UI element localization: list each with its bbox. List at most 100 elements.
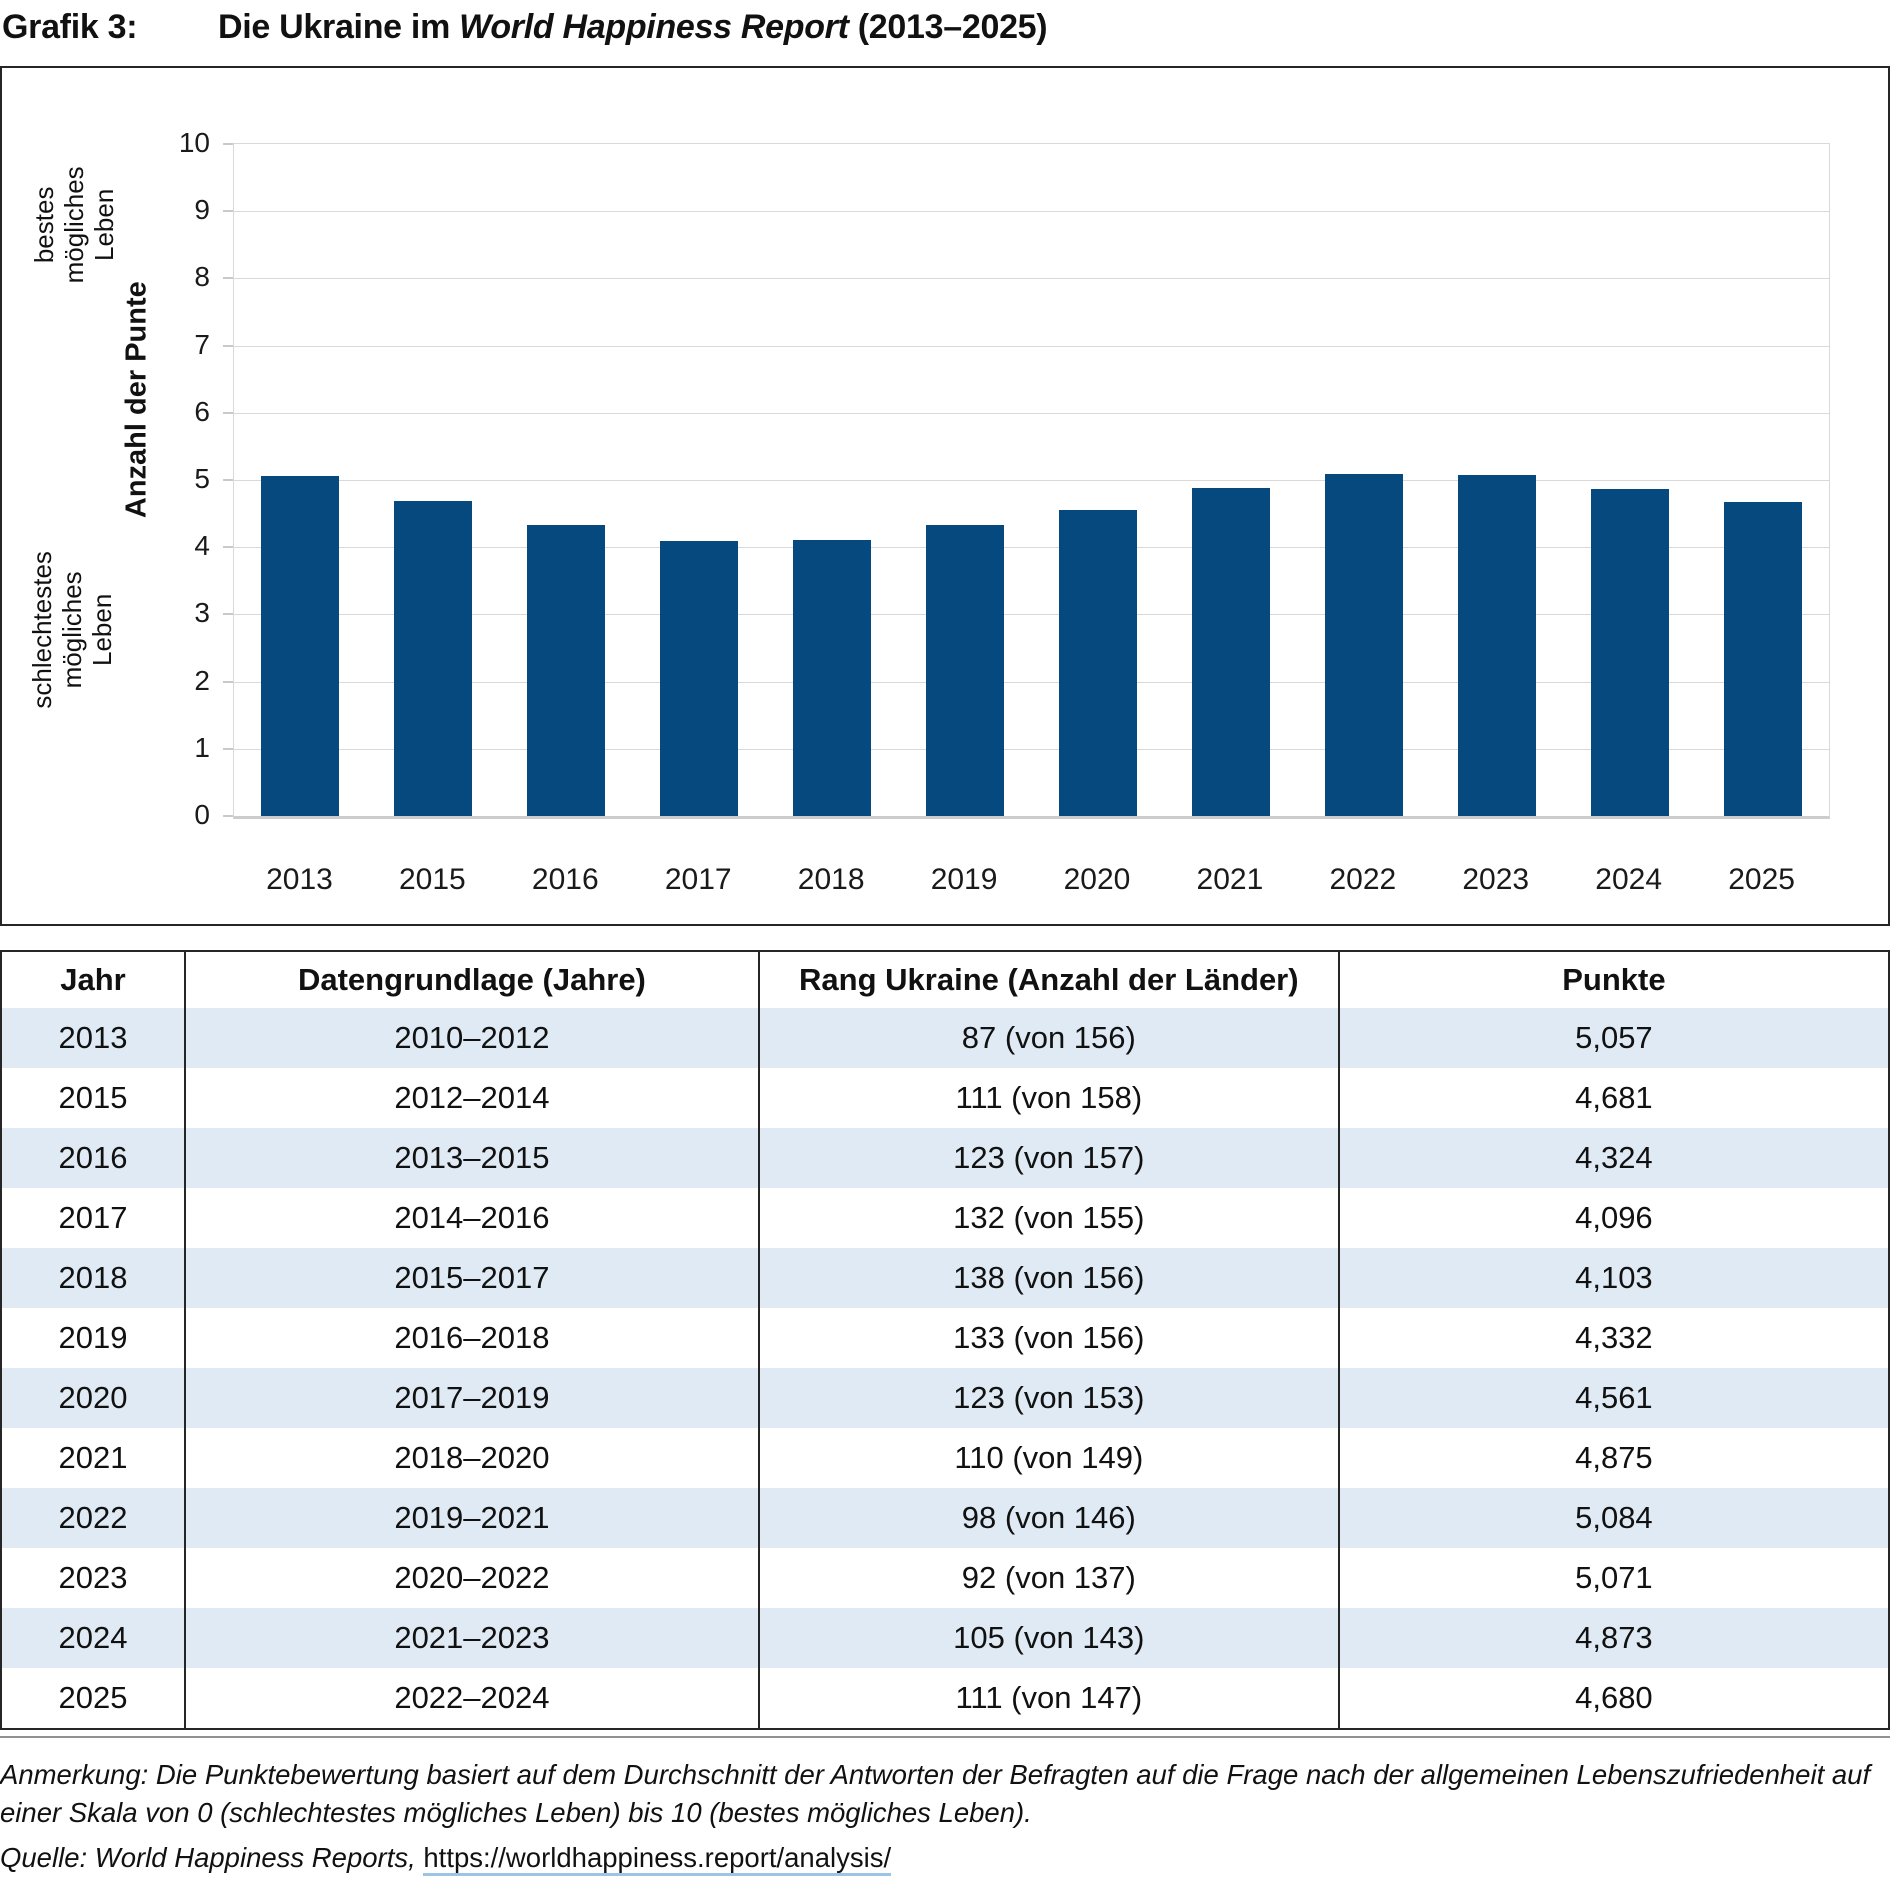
y-tick-mark bbox=[223, 747, 233, 750]
table-cell: 2020–2022 bbox=[183, 1548, 760, 1608]
figure-title-italic: World Happiness Report bbox=[459, 8, 849, 46]
note-text: Anmerkung: Die Punktebewertung basiert a… bbox=[0, 1759, 1871, 1828]
gridline bbox=[234, 681, 1829, 683]
table-row: 2019 2016–2018 133 (von 156) 4,332 bbox=[0, 1308, 1890, 1368]
table-row: 2021 2018–2020 110 (von 149) 4,875 bbox=[0, 1428, 1890, 1488]
table-cell: 4,324 bbox=[1337, 1128, 1890, 1188]
table-row: 2016 2013–2015 123 (von 157) 4,324 bbox=[0, 1128, 1890, 1188]
bar bbox=[1191, 488, 1270, 816]
y-tick-label: 1 bbox=[194, 731, 210, 763]
y-tick-mark bbox=[223, 815, 233, 817]
table-cell: 87 (von 156) bbox=[757, 1008, 1340, 1068]
gridline bbox=[234, 278, 1829, 280]
bar-slot bbox=[1563, 144, 1696, 816]
bar-slot bbox=[633, 144, 766, 816]
table-cell: 2023 bbox=[0, 1548, 186, 1608]
table-cell: 2022 bbox=[0, 1488, 186, 1548]
table-row: 2013 2010–2012 87 (von 156) 5,057 bbox=[0, 1008, 1890, 1068]
y-tick-label: 4 bbox=[194, 530, 210, 562]
x-axis-label: 2021 bbox=[1196, 863, 1264, 896]
bar-slot bbox=[899, 144, 1032, 816]
table-row: 2025 2022–2024 111 (von 147) 4,680 bbox=[0, 1668, 1890, 1730]
table-cell: 123 (von 157) bbox=[757, 1128, 1340, 1188]
x-axis-label: 2013 bbox=[266, 863, 333, 896]
data-table: Jahr Datengrundlage (Jahre) Rang Ukraine (… bbox=[0, 950, 1890, 1730]
bar-slot bbox=[367, 144, 500, 816]
x-axis-label: 2018 bbox=[797, 863, 865, 896]
table-cell: 4,332 bbox=[1337, 1308, 1890, 1368]
bar bbox=[261, 476, 340, 816]
bar-slot bbox=[1032, 144, 1165, 816]
gridline bbox=[234, 211, 1829, 213]
y-tick-mark bbox=[223, 411, 233, 414]
y-tick-label: 9 bbox=[194, 194, 210, 226]
table-cell: 2015–2017 bbox=[183, 1248, 760, 1308]
y-tick-label: 8 bbox=[194, 261, 210, 293]
table-row: 2017 2014–2016 132 (von 155) 4,096 bbox=[0, 1188, 1890, 1248]
bar-slot bbox=[1164, 144, 1297, 816]
figure-title-prefix: Die Ukraine im bbox=[218, 8, 460, 46]
y-tick-mark bbox=[223, 344, 233, 347]
table-cell: 4,096 bbox=[1337, 1188, 1890, 1248]
y-tick-mark bbox=[223, 143, 233, 145]
table-cell: 2016–2018 bbox=[183, 1308, 760, 1368]
gridline bbox=[234, 345, 1829, 347]
table-cell: 2013–2015 bbox=[183, 1128, 760, 1188]
table-cell: 2012–2014 bbox=[183, 1068, 760, 1128]
table-cell: 2015 bbox=[0, 1068, 186, 1128]
table-cell: 2018 bbox=[0, 1248, 186, 1308]
table-cell: 5,084 bbox=[1337, 1488, 1890, 1548]
y-tick-mark bbox=[223, 613, 233, 616]
table-cell: 105 (von 143) bbox=[757, 1608, 1340, 1668]
x-axis-label: 2020 bbox=[1063, 863, 1131, 896]
table-header-cell: Jahr bbox=[0, 950, 186, 1008]
y-tick-label: 3 bbox=[194, 597, 210, 629]
figure-title-suffix: (2013–2025) bbox=[848, 8, 1048, 46]
bar-slot bbox=[1297, 144, 1430, 816]
bar bbox=[660, 540, 739, 816]
bars-container bbox=[234, 144, 1829, 816]
table-header-cell: Punkte bbox=[1337, 950, 1890, 1008]
table-cell: 2021–2023 bbox=[183, 1608, 760, 1668]
table-body: 2013 2010–2012 87 (von 156) 5,057 2015 2012–2… bbox=[0, 1008, 1890, 1730]
y-axis-annotation-top: bestes mögliches Leben bbox=[29, 166, 119, 284]
bar bbox=[1723, 501, 1802, 816]
table-cell: 132 (von 155) bbox=[757, 1188, 1340, 1248]
y-tick-mark bbox=[223, 546, 233, 549]
bar bbox=[1058, 509, 1137, 816]
table-cell: 5,071 bbox=[1337, 1548, 1890, 1608]
table-cell: 110 (von 149) bbox=[757, 1428, 1340, 1488]
bar-slot bbox=[1696, 144, 1829, 816]
table-row: 2015 2012–2014 111 (von 158) 4,681 bbox=[0, 1068, 1890, 1128]
table-cell: 2016 bbox=[0, 1128, 186, 1188]
table-cell: 111 (von 158) bbox=[757, 1068, 1340, 1128]
table-row: 2022 2019–2021 98 (von 146) 5,084 bbox=[0, 1488, 1890, 1548]
bar-chart: bestes mögliches Leben Anzahl der Punte … bbox=[0, 66, 1890, 926]
bar-slot bbox=[234, 144, 367, 816]
y-tick-mark bbox=[223, 277, 233, 280]
gridline bbox=[234, 547, 1829, 549]
table-cell: 111 (von 147) bbox=[757, 1668, 1340, 1730]
y-tick-label: 6 bbox=[194, 395, 210, 427]
table-header: Jahr Datengrundlage (Jahre) Rang Ukraine (… bbox=[0, 950, 1890, 1008]
table-cell: 138 (von 156) bbox=[757, 1248, 1340, 1308]
source-text: Quelle: World Happiness Reports, https:/… bbox=[0, 1842, 1882, 1876]
table-cell: 4,561 bbox=[1337, 1368, 1890, 1428]
y-tick-mark bbox=[223, 210, 233, 213]
bar bbox=[527, 525, 606, 816]
y-tick-mark bbox=[223, 479, 233, 481]
bar bbox=[394, 501, 473, 816]
table-row: 2024 2021–2023 105 (von 143) 4,873 bbox=[0, 1608, 1890, 1668]
table-bottom-rule bbox=[0, 1736, 1890, 1738]
table-cell: 4,681 bbox=[1337, 1068, 1890, 1128]
source-link[interactable]: https://worldhappiness.report/analysis/ bbox=[423, 1842, 892, 1876]
x-axis-label: 2024 bbox=[1595, 863, 1663, 896]
table-cell: 123 (von 153) bbox=[757, 1368, 1340, 1428]
table-cell: 2010–2012 bbox=[183, 1008, 760, 1068]
table-cell: 2024 bbox=[0, 1608, 186, 1668]
table-cell: 4,873 bbox=[1337, 1608, 1890, 1668]
table-header-row: Jahr Datengrundlage (Jahre) Rang Ukraine (… bbox=[0, 950, 1890, 1008]
table-cell: 4,103 bbox=[1337, 1248, 1890, 1308]
x-axis-label: 2016 bbox=[531, 863, 599, 896]
gridline bbox=[234, 480, 1829, 481]
